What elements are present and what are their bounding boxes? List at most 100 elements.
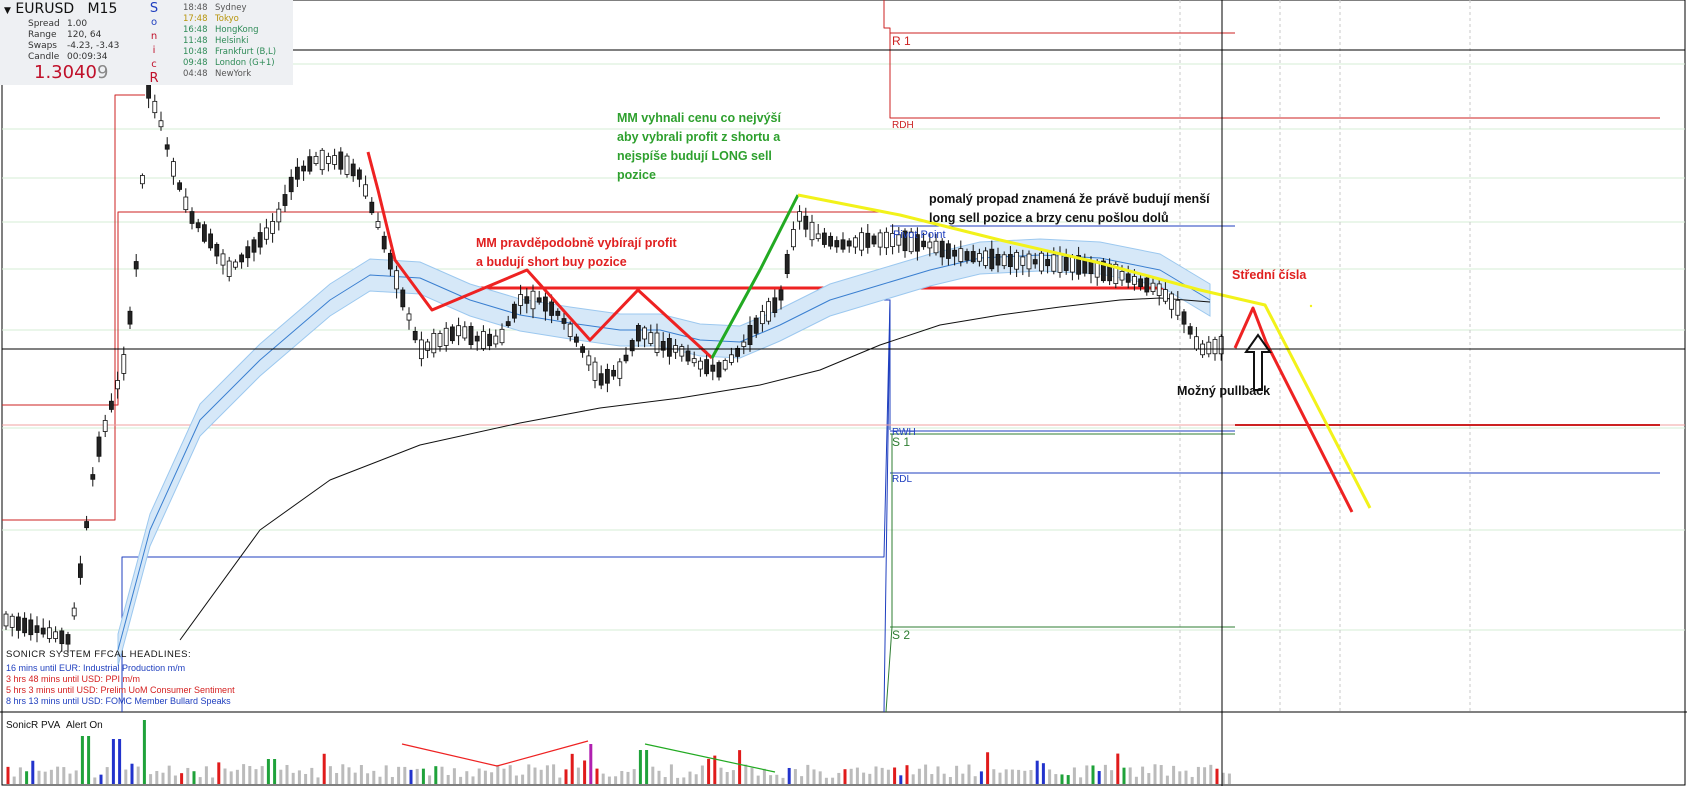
volume-bar — [657, 770, 661, 784]
candle-body — [679, 346, 685, 357]
candle-body — [605, 368, 610, 384]
candle-body — [34, 625, 40, 633]
current-price: 1.30409 — [34, 62, 108, 83]
session-row: 10:48 Frankfurt (B,L) — [183, 47, 276, 58]
volume-bar — [37, 770, 41, 784]
volume-bar — [372, 770, 376, 784]
volume-bar — [769, 775, 773, 784]
volume-bar — [409, 769, 413, 784]
session-time: 16:48 — [183, 25, 208, 35]
candle-body — [195, 222, 201, 229]
candle-body — [319, 149, 325, 171]
candle-body — [822, 232, 827, 245]
volume-bar — [1203, 767, 1207, 784]
candle-body — [1181, 311, 1187, 325]
sonicr-vertical-label: S o n i c R — [148, 2, 160, 86]
candle-body — [251, 239, 257, 253]
volume-bar — [843, 769, 847, 784]
volume-bar — [1184, 770, 1188, 784]
volume-bar — [676, 777, 680, 784]
candle-body — [189, 211, 195, 224]
sonic-letter-n: n — [150, 31, 158, 42]
candle-body — [1175, 299, 1181, 316]
volume-bar — [186, 767, 190, 784]
candle-body — [226, 260, 232, 277]
volume-bar — [1054, 774, 1058, 784]
level-label-pivot: Pivot Point — [893, 229, 946, 241]
candle-body — [964, 251, 970, 261]
candle-body — [952, 249, 957, 257]
volume-bar — [1190, 776, 1194, 784]
trend-green-rally — [710, 194, 800, 359]
candle-body — [468, 325, 474, 346]
dropdown-arrow-icon[interactable]: ▼ — [4, 6, 11, 16]
volume-bar — [1196, 766, 1200, 784]
volume-bar — [595, 768, 599, 784]
volume-bar — [979, 771, 983, 784]
candle-body — [958, 248, 964, 262]
candle-body — [344, 155, 350, 175]
level-r1 — [883, 0, 1235, 34]
candle-body — [623, 354, 629, 362]
volume-bar — [341, 764, 345, 784]
candle-body — [753, 317, 759, 334]
candle-body — [1026, 253, 1032, 270]
volume-bar — [198, 777, 202, 784]
candle-body — [1014, 252, 1019, 270]
volume-bar — [886, 769, 890, 784]
note-mm-profit-line2: a budují short buy pozice — [476, 255, 627, 269]
candle-body — [1194, 336, 1199, 350]
candle-body — [561, 318, 567, 324]
candle-body — [146, 84, 152, 99]
volume-bar — [254, 769, 258, 784]
volume-bar — [124, 769, 128, 784]
volume-bar — [601, 773, 605, 784]
volume-bar — [1110, 770, 1114, 784]
candle-body — [512, 303, 517, 319]
volume-bar — [793, 769, 797, 784]
candle-body — [1032, 259, 1038, 265]
candle-body — [307, 156, 313, 172]
volume-bar — [992, 769, 996, 784]
volume-bar — [384, 765, 388, 784]
candle-body — [828, 235, 833, 247]
volume-bar — [824, 777, 828, 784]
candle-body — [853, 237, 858, 248]
volume-bar — [130, 763, 134, 784]
volume-bar — [651, 766, 655, 784]
volume-bar — [533, 767, 537, 784]
candle-body — [22, 617, 28, 634]
volume-bar — [105, 767, 109, 784]
volume-bar — [477, 768, 481, 784]
volume-bar — [285, 764, 289, 784]
volume-bar — [465, 771, 469, 784]
level-rdh — [889, 33, 1660, 119]
volume-bar — [242, 764, 246, 784]
candle-body — [1101, 260, 1106, 282]
volume-bar — [936, 766, 940, 784]
candle-body — [3, 613, 9, 627]
volume-bar — [1085, 765, 1089, 784]
candle-body — [890, 232, 895, 248]
candle-body — [642, 327, 647, 340]
candle-body — [735, 347, 740, 357]
candle-body — [47, 627, 52, 639]
volume-bar — [570, 753, 574, 784]
volume-bar — [322, 753, 326, 784]
pivot-levels — [2, 0, 1685, 713]
volume-bar — [1141, 766, 1145, 784]
volume-bar — [279, 769, 283, 784]
candle-body — [834, 240, 840, 248]
candle-value: 00:09:34 — [67, 52, 108, 62]
session-time: 10:48 — [183, 47, 208, 57]
volume-bar — [787, 767, 791, 784]
volume-bar — [967, 764, 971, 784]
session-row: 17:48 Tokyo — [183, 14, 276, 25]
candle-body — [493, 335, 499, 345]
candle-body — [15, 616, 21, 631]
price-last-digit: 9 — [96, 62, 109, 83]
candle-body — [574, 336, 579, 343]
level-label-s1: S 1 — [892, 435, 910, 449]
volume-bar — [12, 776, 16, 784]
